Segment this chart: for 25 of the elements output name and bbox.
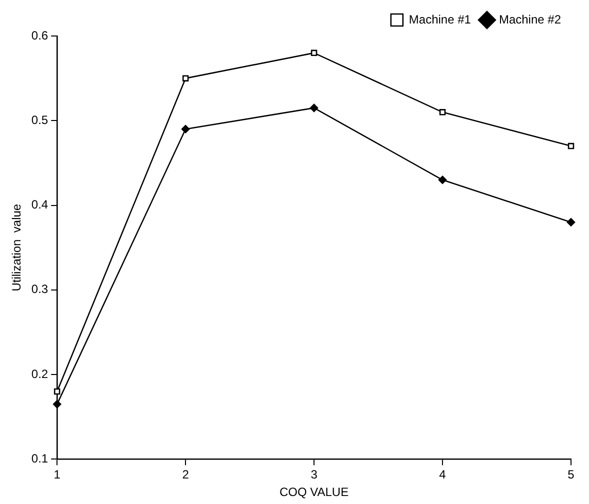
point [182,75,189,82]
point [310,104,318,112]
point [181,124,190,134]
x-tick-label: 1 [54,468,61,482]
point [54,388,60,395]
y-tick-label: 0.1 [31,452,48,466]
x-tick-label: 2 [182,468,190,482]
y-tick-label: 0.2 [31,366,48,381]
x-tick-label: 5 [568,468,575,482]
y-tick-label: 0.5 [31,112,48,127]
point [52,400,62,408]
y-tick-label: 0.6 [31,28,48,42]
legend-label: Machine #1 [408,12,472,26]
point [439,109,446,116]
x-tick-label: 4 [439,468,446,482]
point [568,142,574,150]
legend-label: Machine #2 [498,12,562,26]
point [566,218,576,226]
y-tick-label: 0.4 [31,198,48,212]
point [438,176,447,184]
y-tick-label: 0.3 [31,282,48,296]
y-axis-title: Utilization value [10,204,24,292]
x-tick-label: 3 [310,468,318,482]
x-axis-title: COQ VALUE [279,485,349,500]
point [310,50,318,56]
